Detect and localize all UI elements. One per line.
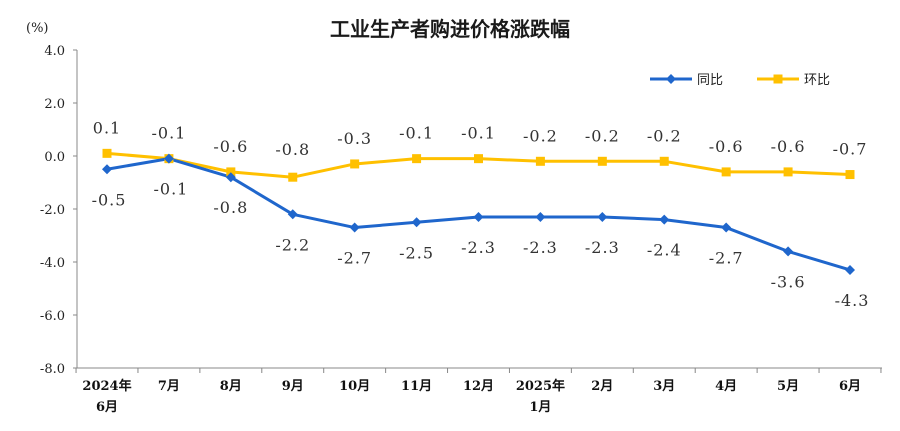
data-point [102, 148, 112, 158]
data-label: -2.3 [461, 238, 496, 257]
data-point [535, 156, 545, 166]
x-tick-label: 10月 [339, 379, 370, 394]
data-label: -0.2 [523, 126, 558, 145]
legend-label: 同比 [697, 73, 723, 88]
data-label: -0.1 [399, 124, 434, 143]
data-point [535, 211, 546, 222]
data-point [350, 159, 360, 169]
x-tick-label: 4月 [715, 379, 737, 394]
x-tick-label: 5月 [777, 379, 799, 394]
data-labels: -0.5 -0.1 -0.8 -2.2 -2.7 -2.5 -2.3 -2.3 -2.3 -2.4… [92, 118, 870, 310]
data-label: -0.1 [461, 124, 496, 143]
series-markers [102, 148, 855, 275]
data-label: -3.6 [771, 272, 806, 291]
data-point [783, 246, 794, 257]
data-label: 0.1 [93, 118, 121, 137]
x-tick-label: 8月 [220, 379, 242, 394]
axes: 4.0 2.0 0.0 -2.0 -4.0 -6.0 -8.0 2024年 6月 7月 8月 9月 10… [40, 44, 882, 415]
y-tick-label: -2.0 [40, 203, 65, 218]
x-tick-label: 6月 [96, 400, 118, 415]
y-tick-label: -4.0 [40, 256, 65, 271]
data-label: -0.6 [771, 137, 806, 156]
data-point [783, 167, 793, 177]
y-tick-label: 0.0 [44, 150, 65, 165]
data-label: -0.3 [337, 129, 372, 148]
x-tick-label: 9月 [282, 379, 304, 394]
data-label: -0.6 [213, 137, 248, 156]
data-point [287, 209, 298, 220]
data-point [845, 170, 855, 180]
data-point [597, 156, 607, 166]
legend-swatch-marker [666, 74, 676, 84]
data-label: -0.1 [151, 124, 186, 143]
data-point [473, 211, 484, 222]
data-label: -4.3 [835, 291, 870, 310]
data-label: -2.7 [709, 249, 744, 268]
data-label: -0.1 [153, 180, 188, 199]
data-point [659, 156, 669, 166]
data-label: -0.8 [213, 198, 248, 217]
x-tick-label: 6月 [839, 379, 861, 394]
data-point [412, 154, 422, 164]
data-label: -2.3 [523, 238, 558, 257]
data-point [721, 222, 732, 233]
data-point [225, 172, 236, 183]
y-tick-label: 2.0 [44, 97, 65, 112]
data-point [102, 164, 112, 175]
data-point [163, 153, 174, 164]
data-label: -2.7 [337, 249, 372, 268]
data-label: -2.2 [275, 235, 310, 254]
data-label: -2.4 [647, 241, 682, 260]
data-point [226, 167, 236, 177]
data-label: -0.8 [275, 140, 310, 159]
x-tick-label: 1月 [529, 400, 551, 415]
x-tick-label: 12月 [463, 379, 494, 394]
data-point [845, 264, 855, 275]
x-tick-label: 3月 [653, 379, 675, 394]
legend-label: 环比 [804, 73, 830, 88]
data-label: -2.5 [399, 243, 434, 262]
data-point [474, 154, 483, 164]
x-tick-label: 2025年 [516, 378, 565, 394]
data-label: -0.7 [833, 140, 868, 159]
y-tick-label: -8.0 [40, 362, 65, 377]
data-label: -0.2 [585, 126, 620, 145]
data-point [349, 222, 360, 233]
x-tick-label: 11月 [401, 379, 432, 394]
x-tick-label: 2月 [591, 379, 613, 394]
data-point [288, 172, 298, 182]
data-point [411, 217, 422, 228]
y-axis-unit: (%) [26, 21, 49, 36]
data-label: -2.3 [585, 238, 620, 257]
data-label: -0.6 [709, 137, 744, 156]
data-point [659, 214, 670, 225]
y-tick-label: 4.0 [44, 44, 65, 59]
y-tick-label: -6.0 [40, 309, 65, 324]
data-point [721, 167, 731, 177]
chart-title: 工业生产者购进价格涨跌幅 [330, 17, 570, 41]
x-tick-label: 2024年 [82, 378, 131, 394]
data-point [597, 211, 608, 222]
data-label: -0.2 [647, 126, 682, 145]
legend-swatch-marker [773, 74, 783, 84]
legend: 同比 环比 [650, 73, 830, 88]
x-tick-label: 7月 [158, 379, 180, 394]
data-label: -0.5 [92, 190, 127, 209]
